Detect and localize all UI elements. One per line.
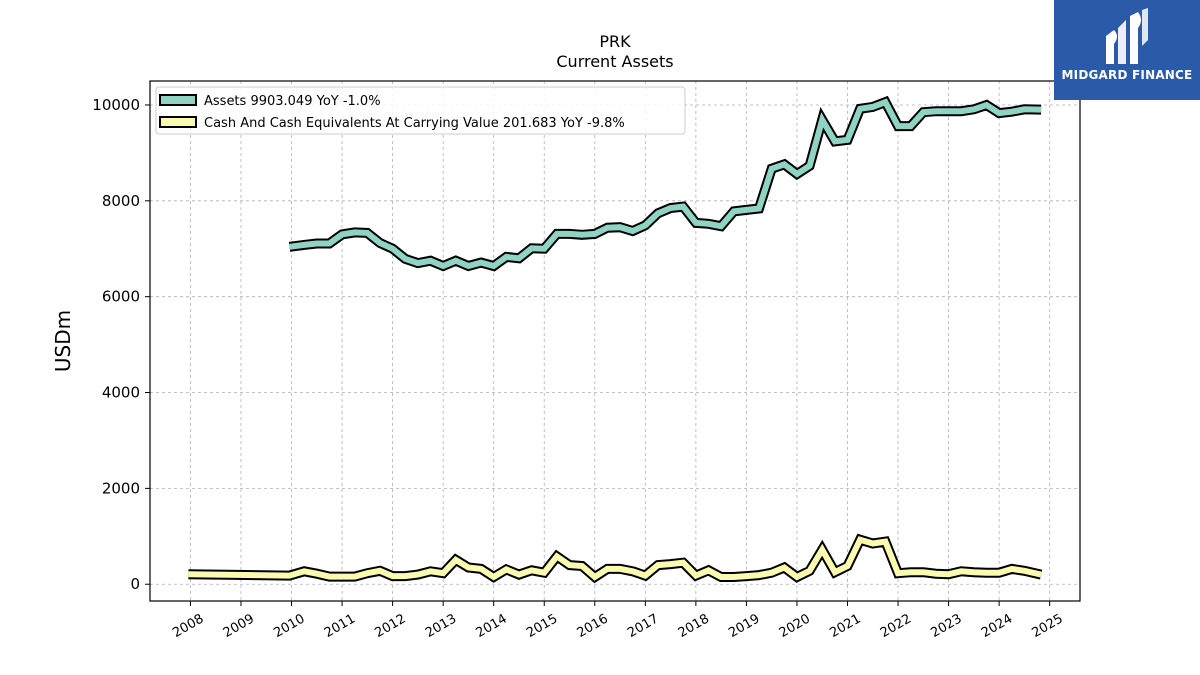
x-tick-label: 2014: [474, 611, 510, 641]
x-tick-label: 2009: [221, 611, 257, 641]
x-tick-label: 2024: [979, 611, 1015, 641]
y-tick-label: 10000: [92, 96, 140, 114]
legend-label-0: Assets 9903.049 YoY -1.0%: [204, 94, 381, 109]
y-axis: 0 2000 4000 6000 8000 10000: [92, 96, 150, 593]
legend-label-1: Cash And Cash Equivalents At Carrying Va…: [204, 116, 625, 131]
x-tick-label: 2011: [322, 611, 358, 641]
legend-swatch-0: [159, 94, 197, 106]
logo-mark-icon: [1106, 8, 1148, 64]
x-tick-label: 2013: [423, 611, 459, 641]
x-tick-label: 2023: [928, 611, 964, 641]
x-tick-label: 2010: [271, 611, 307, 641]
legend-box: [155, 86, 686, 135]
chart-title: PRK: [599, 32, 631, 51]
x-tick-label: 2021: [827, 611, 863, 641]
legend-swatch-1: [159, 116, 197, 128]
legend: Assets 9903.049 YoY -1.0% Cash And Cash E…: [155, 86, 686, 135]
series-line-1: [188, 536, 1042, 581]
y-tick-label: 2000: [102, 479, 140, 497]
x-tick-label: 2019: [726, 611, 762, 641]
brand-name: MIDGARD FINANCE: [1061, 68, 1193, 82]
x-tick-label: 2016: [575, 611, 611, 641]
series-line-0: [289, 98, 1042, 270]
y-tick-label: 8000: [102, 192, 140, 210]
x-tick-label: 2012: [372, 611, 408, 641]
y-tick-label: 0: [130, 575, 140, 593]
x-axis: 2008 2009 2010 2011 2012 2013 2014 2015 2016 2017…: [170, 601, 1066, 641]
x-tick-label: 2022: [878, 611, 914, 641]
x-tick-label: 2020: [777, 611, 813, 641]
x-tick-label: 2015: [524, 611, 560, 641]
y-axis-label: USDm: [51, 310, 75, 372]
x-tick-label: 2018: [676, 611, 712, 641]
series-layer: [188, 95, 1043, 584]
brand-logo: MIDGARD FINANCE: [1054, 0, 1200, 100]
y-tick-label: 4000: [102, 384, 140, 402]
x-tick-label: 2017: [625, 611, 661, 641]
plot-frame: [149, 80, 1081, 602]
grid-lines: [150, 81, 1080, 601]
y-tick-label: 6000: [102, 288, 140, 306]
chart-subtitle: Current Assets: [556, 52, 673, 71]
x-tick-label: 2008: [170, 611, 206, 641]
x-tick-label: 2025: [1030, 611, 1066, 641]
